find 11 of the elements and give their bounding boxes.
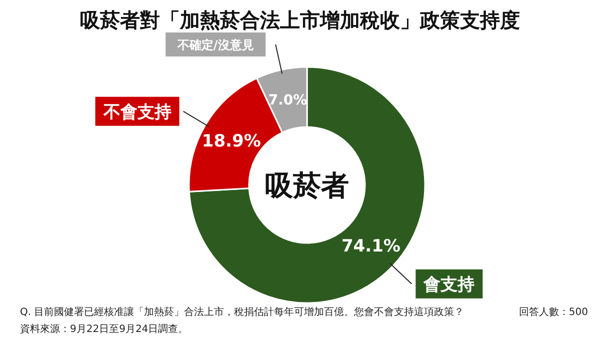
chart-title: 吸菸者對「加熱菸合法上市增加稅收」政策支持度 bbox=[80, 8, 520, 32]
slice-label: 不確定/沒意見 bbox=[176, 38, 254, 52]
text: Q. 目前國健署已經核准讓「加熱菸」合法上市，稅捐估計每年可增加百億。您會不會支持這項政策？ bbox=[20, 306, 464, 318]
data-label: 7.0% bbox=[268, 92, 308, 108]
source-note: 資料來源：9月22日至9月24日調查。 bbox=[20, 323, 188, 335]
text: 回答人數：500 bbox=[518, 306, 588, 318]
data-label: 18.9% bbox=[202, 131, 261, 152]
slice-label: 會支持 bbox=[422, 275, 475, 296]
data-label: 74.1% bbox=[341, 236, 400, 257]
text: 吸菸者 bbox=[265, 169, 349, 202]
slice-label: 不會支持 bbox=[102, 102, 172, 123]
